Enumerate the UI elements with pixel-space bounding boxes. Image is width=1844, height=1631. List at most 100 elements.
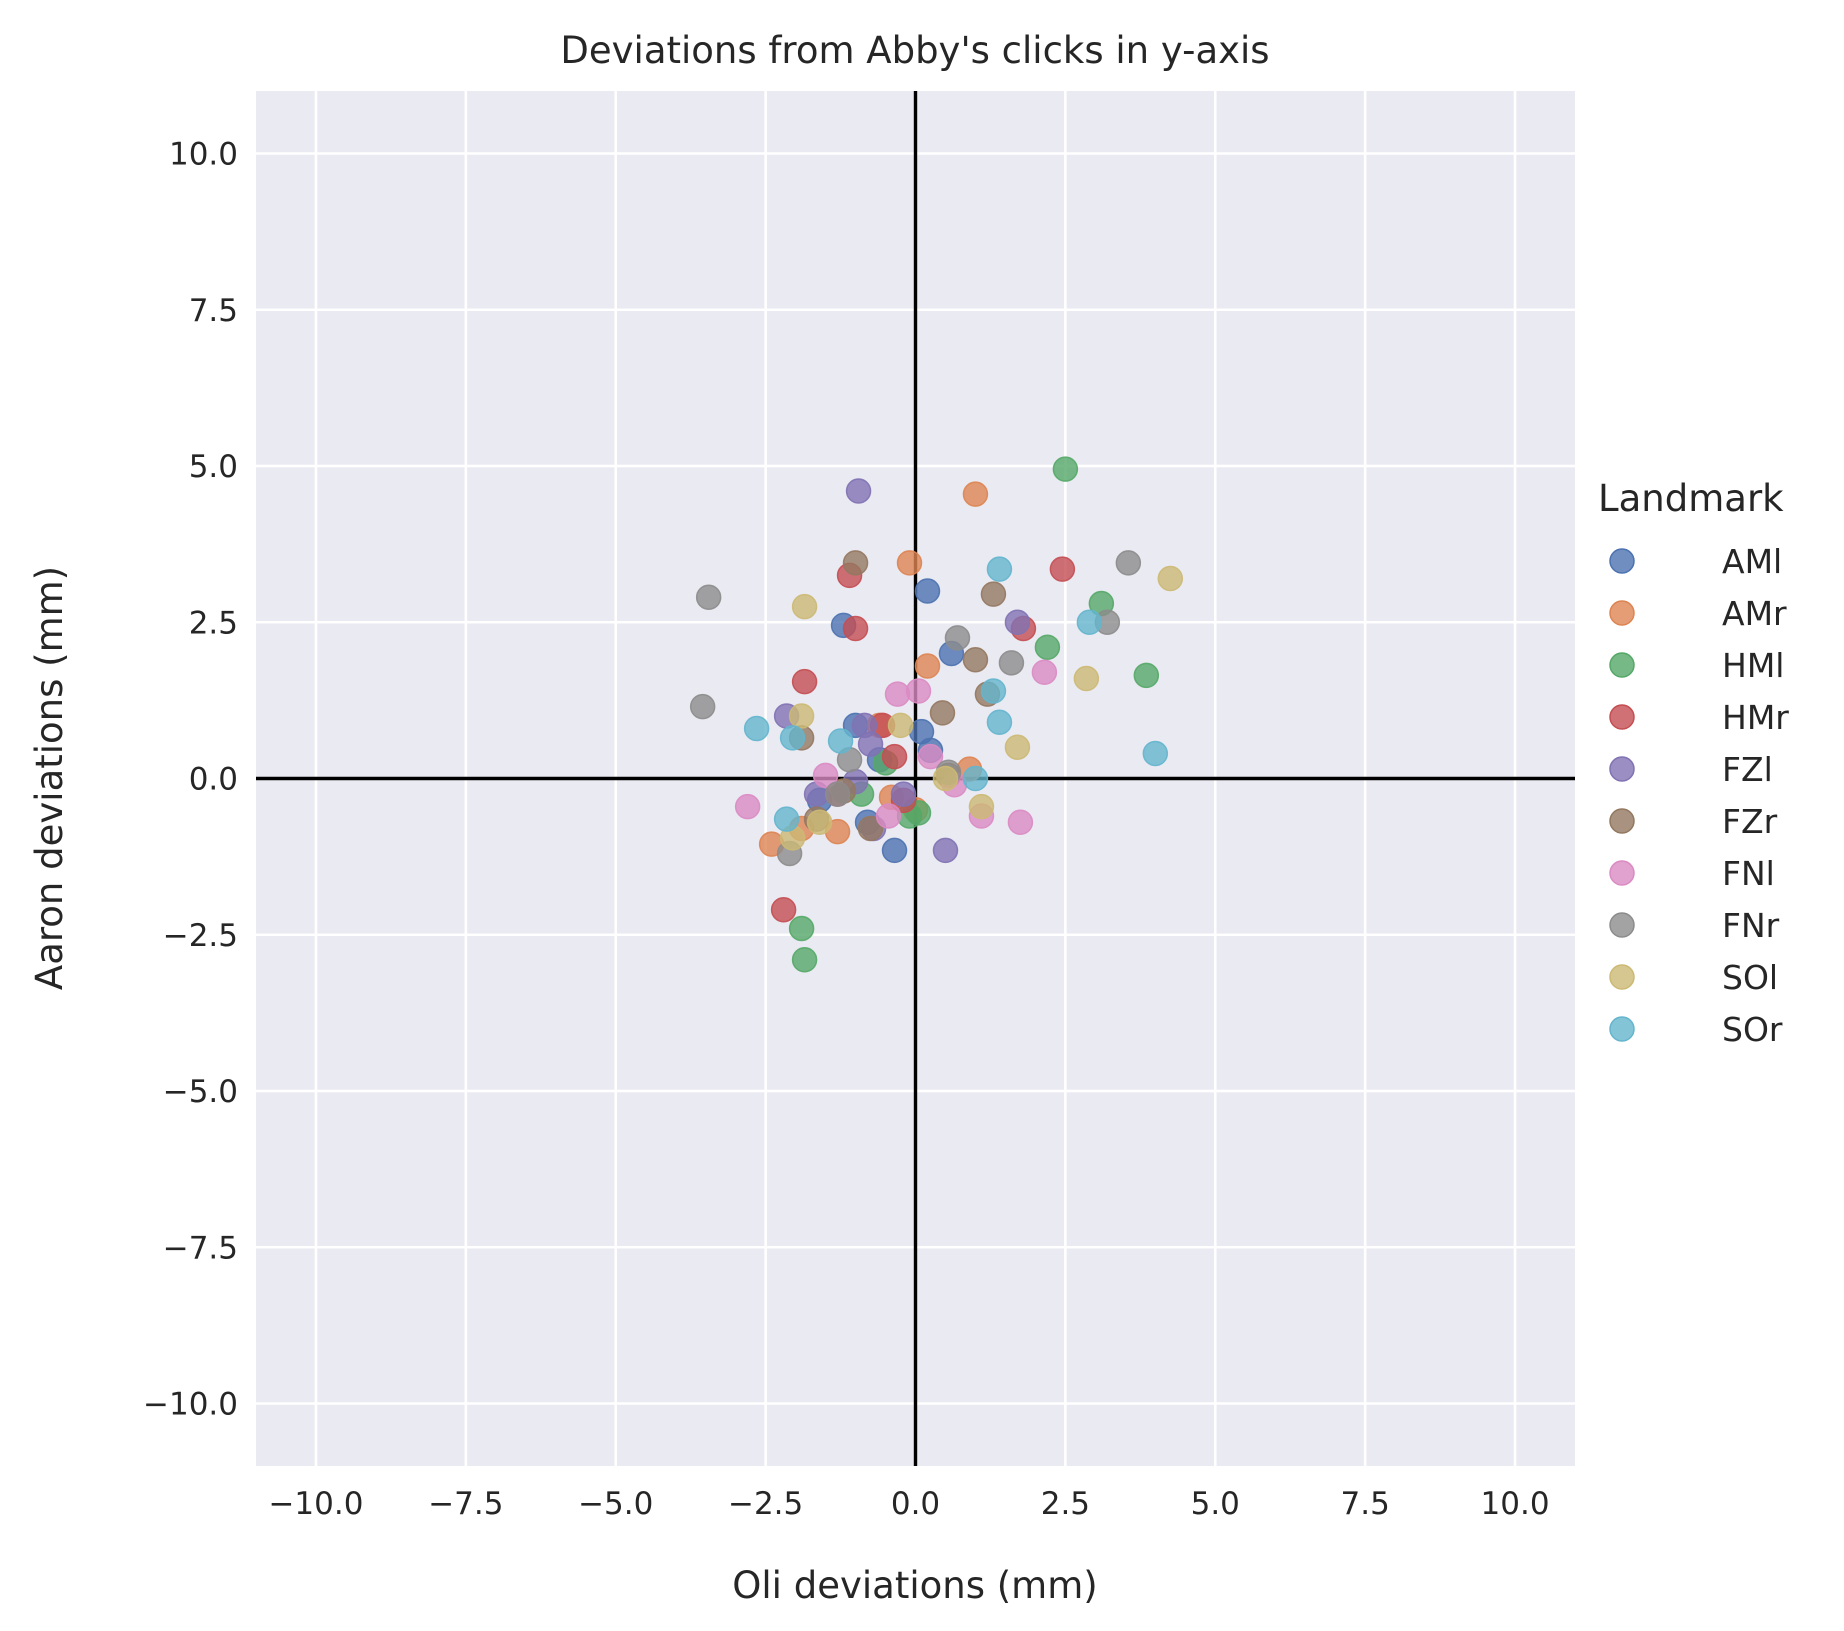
data-point [1052, 456, 1079, 482]
data-point [896, 550, 923, 576]
data-point [791, 668, 818, 695]
data-point [875, 803, 902, 829]
legend-label: AMr [1722, 594, 1787, 633]
legend-item: SOl [1609, 958, 1778, 997]
data-point [845, 478, 872, 504]
data-point [881, 743, 908, 770]
data-point [842, 615, 869, 642]
legend-item: AMl [1609, 542, 1782, 581]
data-points [689, 456, 1184, 973]
data-point [824, 781, 851, 807]
legend-marker [1609, 652, 1635, 678]
legend-item: FNl [1609, 854, 1775, 893]
x-tick-label: 0.0 [891, 1486, 940, 1522]
legend-item: FZr [1609, 802, 1778, 841]
legend-item: FNr [1609, 906, 1780, 945]
legend-item: FZl [1609, 750, 1773, 789]
data-point [734, 793, 761, 820]
legend-label: HMr [1722, 698, 1789, 737]
y-tick-label: 5.0 [189, 449, 238, 485]
x-axis-label: Oli deviations (mm) [732, 1564, 1097, 1607]
data-point [1031, 659, 1058, 685]
y-tick-label: −7.5 [163, 1230, 238, 1266]
legend-items: AMl AMr HMl HMr FZl FZr FNl FNr SOl SOr [1609, 542, 1789, 1049]
data-point [986, 709, 1013, 735]
x-tick-label: −7.5 [428, 1486, 503, 1522]
data-point [980, 678, 1007, 704]
data-point [890, 781, 917, 807]
legend-marker [1609, 548, 1635, 574]
data-point [929, 700, 956, 726]
legend-marker [1609, 808, 1635, 834]
data-point [962, 647, 989, 673]
y-tick-label: −5.0 [163, 1074, 238, 1110]
data-point [806, 809, 833, 835]
x-tick-label: 5.0 [1191, 1486, 1240, 1522]
data-point [695, 584, 722, 610]
legend-label: FZr [1722, 802, 1778, 841]
legend-item: HMr [1609, 698, 1789, 737]
data-point [857, 731, 884, 757]
legend-label: FNr [1722, 906, 1780, 945]
data-point [1034, 634, 1061, 660]
legend-marker [1609, 756, 1635, 782]
data-point [1004, 609, 1031, 635]
data-point [1076, 609, 1103, 635]
x-tick-label: 2.5 [1041, 1486, 1090, 1522]
y-tick-label: 10.0 [169, 137, 238, 173]
data-point [689, 693, 716, 720]
legend-title: Landmark [1598, 477, 1784, 520]
series-SOr [743, 556, 1169, 832]
data-point [1133, 662, 1160, 689]
data-point [944, 625, 971, 651]
legend-label: SOr [1722, 1010, 1783, 1049]
data-point [932, 837, 959, 864]
legend-marker [1609, 600, 1635, 626]
data-point [932, 765, 959, 792]
data-point [743, 715, 770, 742]
data-point [1004, 734, 1031, 760]
legend-label: SOl [1722, 958, 1778, 997]
data-point [884, 681, 911, 707]
legend-label: HMl [1722, 646, 1784, 685]
legend-marker [1609, 964, 1635, 990]
data-point [1073, 665, 1100, 692]
series-SOl [779, 565, 1184, 851]
legend-label: AMl [1722, 542, 1782, 581]
legend-label: FZl [1722, 750, 1773, 789]
legend-item: HMl [1609, 646, 1784, 685]
y-axis-label: Aaron deviations (mm) [28, 566, 71, 990]
data-point [773, 806, 800, 832]
reference-lines [256, 91, 1575, 1466]
data-point [779, 725, 806, 751]
data-point [887, 712, 914, 739]
data-point [791, 593, 818, 620]
y-tick-label: 2.5 [189, 605, 238, 641]
data-point [1007, 809, 1034, 835]
data-point [842, 550, 869, 576]
y-tick-labels: −10.0 −7.5 −5.0 −2.5 0.0 2.5 5.0 7.5 10.0 [143, 137, 238, 1423]
y-tick-label: −10.0 [143, 1387, 238, 1423]
data-point [986, 556, 1013, 582]
data-point [968, 793, 995, 820]
data-point [827, 728, 854, 754]
y-tick-label: −2.5 [163, 918, 238, 954]
data-point [1115, 550, 1142, 576]
data-point [980, 581, 1007, 607]
data-point [812, 762, 839, 789]
data-point [917, 743, 944, 770]
x-tick-label: −10.0 [268, 1486, 363, 1522]
data-point [914, 653, 941, 679]
legend-marker [1609, 1016, 1635, 1042]
data-point [905, 678, 932, 704]
y-tick-label: 7.5 [189, 293, 238, 329]
data-point [962, 765, 989, 792]
legend-label: FNl [1722, 854, 1775, 893]
data-point [788, 703, 815, 729]
x-tick-label: −5.0 [578, 1486, 653, 1522]
legend-item: SOr [1609, 1010, 1783, 1049]
data-point [881, 837, 908, 864]
data-point [770, 897, 797, 923]
